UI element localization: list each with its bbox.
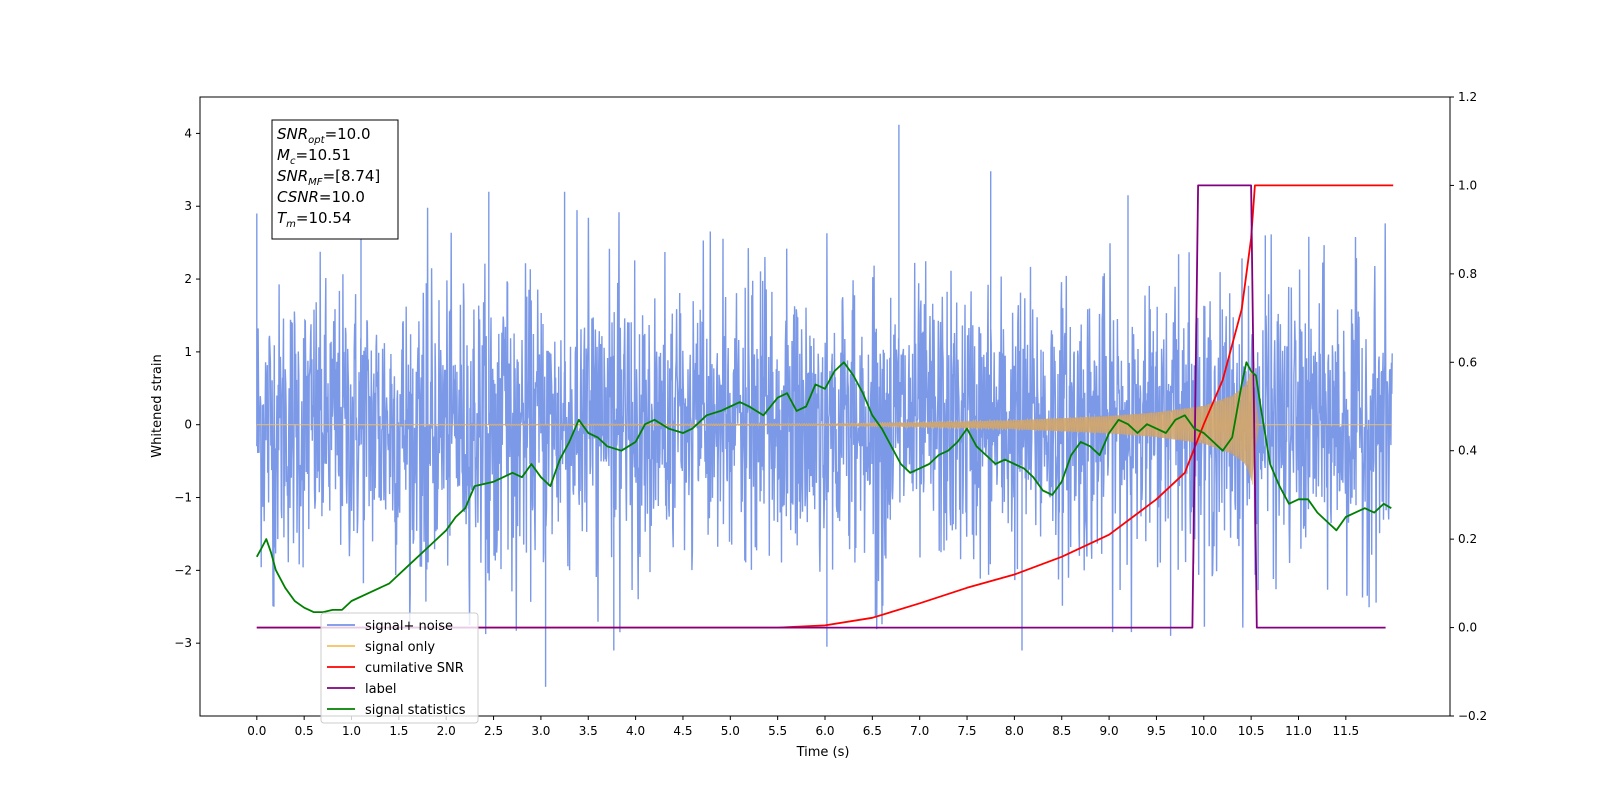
- y2-tick-label: 0.4: [1458, 444, 1477, 458]
- x-tick-label: 9.5: [1147, 724, 1166, 738]
- legend: signal+ noise signal only cumilative SNR la…: [320, 612, 479, 724]
- annotation-box: SNRopt=10.0Mc=10.51SNRMF=[8.74]CSNR=10.0…: [271, 119, 399, 240]
- y2-tick-label: 0.2: [1458, 532, 1477, 546]
- series-label: [256, 184, 1386, 629]
- x-tick-label: 6.0: [815, 724, 834, 738]
- plot-area: [256, 124, 1394, 687]
- y-tick-label: 3: [184, 199, 192, 213]
- annotation-line: Mc=10.51: [277, 146, 351, 167]
- y2-tick-label: 0.6: [1458, 355, 1477, 369]
- x-tick-label: 3.0: [531, 724, 550, 738]
- y-tick-label: 4: [184, 126, 192, 140]
- y-tick-label: −1: [174, 491, 192, 505]
- annotation-line: CSNR=10.0: [277, 188, 365, 206]
- y-axis-label: Whitened strain: [150, 354, 165, 457]
- y2-tick-label: 0.8: [1458, 267, 1477, 281]
- annotation-line: Tm=10.54: [277, 209, 351, 230]
- x-tick-label: 10.5: [1238, 724, 1265, 738]
- x-tick-label: 11.5: [1332, 724, 1359, 738]
- annotation-line: SNRopt=10.0: [277, 125, 371, 146]
- x-tick-label: 6.5: [863, 724, 882, 738]
- y2-tick-label: −0.2: [1458, 709, 1487, 723]
- x-tick-label: 3.5: [579, 724, 598, 738]
- legend-label: cumilative SNR: [365, 661, 464, 676]
- x-tick-label: 0.0: [247, 724, 266, 738]
- x-tick-label: 7.5: [957, 724, 976, 738]
- x-tick-label: 4.0: [626, 724, 645, 738]
- y-axis-ticks: −3 −2 −1 0 1 2 3 4: [174, 126, 200, 650]
- x-tick-label: 5.5: [768, 724, 787, 738]
- x-tick-label: 8.5: [1052, 724, 1071, 738]
- series-cumilative-snr: [256, 184, 1394, 629]
- x-axis-ticks: 0.0 0.5 1.0 1.5 2.0 2.5 3.0 3.5 4.0 4.5 5.0 5.5 6.0 6…: [247, 716, 1359, 738]
- series-signal-statistics: [256, 361, 1392, 613]
- annotation-line: SNRMF=[8.74]: [277, 167, 380, 188]
- legend-label: signal only: [365, 640, 435, 655]
- y-tick-label: 1: [184, 345, 192, 359]
- series-signal-noise: [256, 124, 1393, 687]
- legend-label: signal statistics: [365, 703, 466, 718]
- x-tick-label: 2.5: [484, 724, 503, 738]
- y-tick-label: 2: [184, 272, 192, 286]
- x-tick-label: 11.0: [1285, 724, 1312, 738]
- x-axis-label: Time (s): [796, 745, 850, 760]
- x-tick-label: 4.5: [673, 724, 692, 738]
- x-tick-label: 1.5: [389, 724, 408, 738]
- x-tick-label: 7.0: [910, 724, 929, 738]
- x-tick-label: 10.0: [1190, 724, 1217, 738]
- x-tick-label: 1.0: [342, 724, 361, 738]
- x-tick-label: 5.0: [721, 724, 740, 738]
- y2-tick-label: 0.0: [1458, 621, 1477, 635]
- y-tick-label: −3: [174, 636, 192, 650]
- x-tick-label: 8.0: [1005, 724, 1024, 738]
- y2-axis-ticks: −0.2 0.0 0.2 0.4 0.6 0.8 1.0 1.2: [1450, 90, 1487, 723]
- y-tick-label: 0: [184, 418, 192, 432]
- y2-tick-label: 1.2: [1458, 90, 1477, 104]
- x-tick-label: 9.0: [1100, 724, 1119, 738]
- signal-only-envelope: [256, 367, 1393, 482]
- y-tick-label: −2: [174, 563, 192, 577]
- legend-label: signal+ noise: [365, 619, 453, 634]
- y2-tick-label: 1.0: [1458, 178, 1477, 192]
- x-tick-label: 0.5: [295, 724, 314, 738]
- x-tick-label: 2.0: [437, 724, 456, 738]
- legend-label: label: [365, 682, 396, 697]
